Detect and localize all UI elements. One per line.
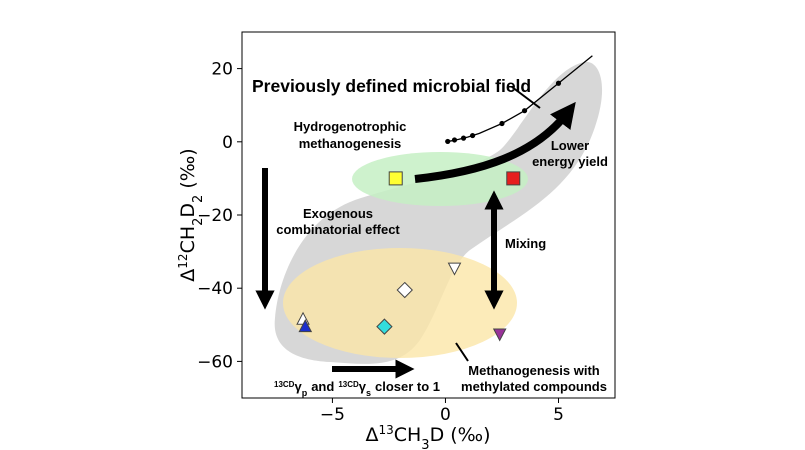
microbial-field-label: Previously defined microbial field — [252, 76, 531, 96]
gamma-and: and — [311, 379, 334, 394]
y-tick-label: −40 — [197, 279, 233, 299]
gamma-p-sub: p — [302, 388, 308, 398]
exo-label-1: Exogenous — [303, 206, 373, 221]
meth-label-2: methylated compounds — [461, 379, 607, 394]
field-pointer — [511, 86, 541, 109]
diamond-marker — [376, 318, 393, 335]
gamma-closer: closer to 1 — [375, 379, 440, 394]
mixing-label: Mixing — [505, 236, 546, 251]
triangle-down-marker — [447, 262, 462, 276]
lower-label-1: Lower — [551, 138, 589, 153]
gamma-s-sup: 13CD — [338, 380, 359, 389]
axis-ticks: −5 0 5 20 0 −20 −40 −60 — [197, 60, 564, 425]
equilibrium-point — [469, 132, 476, 139]
equilibrium-point — [460, 135, 467, 141]
arrows — [255, 86, 576, 379]
lower-label-2: energy yield — [532, 154, 608, 169]
exo-label-2: combinatorial effect — [276, 222, 400, 237]
triangle-down-marker — [492, 328, 507, 342]
y-tick-label: 0 — [222, 133, 233, 153]
y-tick-label: 20 — [211, 60, 233, 80]
y-tick-label: −20 — [197, 206, 233, 226]
x-tick-label: 5 — [553, 405, 564, 425]
equilibrium-line — [445, 55, 593, 145]
equilibrium-point — [499, 120, 505, 127]
diamond-marker — [396, 281, 413, 299]
x-tick-label: −5 — [320, 405, 345, 425]
equilibrium-point — [555, 80, 562, 86]
equilibrium-point — [521, 108, 528, 114]
hydro-label-1: Hydrogenotrophic — [294, 119, 407, 134]
gamma-s-sub: s — [366, 388, 371, 398]
energy-yield-arrow — [414, 101, 576, 183]
y-tick-label: −60 — [197, 352, 233, 372]
x-tick-label: 0 — [440, 405, 451, 425]
square-marker — [388, 171, 403, 186]
square-marker — [506, 171, 521, 186]
annotations: Previously defined microbial field Hydro… — [252, 76, 608, 398]
hydro-label-2: methanogenesis — [299, 136, 402, 151]
equilibrium-point — [451, 137, 458, 143]
triangle-up-marker — [298, 319, 313, 333]
gamma-label: 13CDγp and 13CDγs closer to 1 — [274, 379, 440, 398]
gamma-p-sup: 13CD — [274, 380, 295, 389]
gamma-p-letter: γ — [294, 379, 302, 394]
x-axis-title: Δ13CH3D (‰) — [365, 423, 490, 450]
gamma-s-letter: γ — [359, 379, 367, 394]
data-markers — [296, 171, 521, 342]
meth-label-1: Methanogenesis with — [468, 363, 600, 378]
meth-pointer — [455, 342, 469, 362]
equilibrium-point — [445, 138, 451, 145]
methylated-ellipse — [283, 248, 517, 358]
